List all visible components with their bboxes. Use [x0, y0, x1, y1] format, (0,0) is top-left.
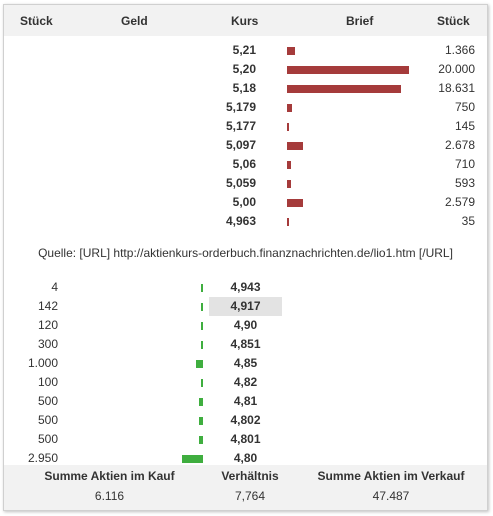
bid-volume-bar — [201, 303, 203, 311]
bid-price: 4,851 — [230, 337, 261, 351]
ask-qty: 18.631 — [438, 81, 475, 95]
bid-volume-bar — [201, 322, 203, 330]
bid-row: 300 4,851 — [4, 335, 487, 354]
ask-row: 5,179 750 — [4, 98, 487, 117]
header-qty-left: Stück — [20, 14, 53, 28]
ask-row: 5,097 2.678 — [4, 136, 487, 155]
bid-qty: 1.000 — [27, 356, 58, 370]
bid-qty: 120 — [37, 318, 58, 332]
ask-price: 5,06 — [232, 157, 256, 171]
bid-volume-bar — [182, 455, 203, 463]
ask-price: 5,097 — [225, 138, 256, 152]
bid-volume-bar — [201, 284, 203, 292]
ask-price: 5,20 — [232, 62, 256, 76]
ask-price: 5,059 — [225, 176, 256, 190]
ask-row: 5,20 20.000 — [4, 60, 487, 79]
bid-price: 4,81 — [233, 394, 258, 408]
header-price: Kurs — [231, 14, 259, 28]
sell-sum-label: Summe Aktien im Verkauf — [317, 469, 465, 483]
bid-volume-bar — [196, 360, 203, 368]
ask-volume-bar — [287, 123, 289, 131]
bid-volume-bar — [201, 341, 203, 349]
ask-row: 5,177 145 — [4, 117, 487, 136]
ask-qty: 2.678 — [444, 138, 475, 152]
bid-row: 142 4,917 — [4, 297, 487, 316]
bid-qty: 2.950 — [27, 451, 58, 465]
ask-volume-bar — [287, 66, 409, 74]
bid-price: 4,90 — [233, 318, 258, 332]
bid-qty: 142 — [37, 299, 58, 313]
ask-qty: 20.000 — [438, 62, 475, 76]
ask-qty: 710 — [454, 157, 475, 171]
orderbook-panel: Stück Geld Kurs Brief Stück 5,21 1.366 5,2… — [3, 4, 488, 511]
ask-price: 5,18 — [232, 81, 256, 95]
ratio-value: 7,764 — [234, 489, 266, 503]
bid-price: 4,801 — [230, 432, 261, 446]
ask-volume-bar — [287, 85, 401, 93]
ask-volume-bar — [287, 142, 303, 150]
ask-price: 5,177 — [225, 119, 256, 133]
bid-row: 2.950 4,80 — [4, 449, 487, 468]
ask-row: 4,963 35 — [4, 212, 487, 231]
bid-row: 120 4,90 — [4, 316, 487, 335]
ask-volume-bar — [287, 161, 291, 169]
ask-qty: 35 — [461, 214, 475, 228]
ask-price: 5,179 — [225, 100, 256, 114]
bid-qty: 500 — [37, 432, 58, 446]
ask-volume-bar — [287, 218, 289, 226]
bid-row: 4 4,943 — [4, 278, 487, 297]
bid-row: 500 4,81 — [4, 392, 487, 411]
header-qty-right: Stück — [437, 14, 470, 28]
bid-volume-bar — [199, 417, 203, 425]
bid-price: 4,802 — [230, 413, 261, 427]
summary-footer: Summe Aktien im Kauf 6.116 Verhältnis 7,… — [4, 465, 487, 510]
bid-row: 1.000 4,85 — [4, 354, 487, 373]
ask-row: 5,21 1.366 — [4, 41, 487, 60]
bid-price: 4,85 — [233, 356, 258, 370]
header-ask: Brief — [346, 14, 374, 28]
source-note: Quelle: [URL] http://aktienkurs-orderbuc… — [38, 246, 453, 260]
bid-row: 500 4,801 — [4, 430, 487, 449]
ask-row: 5,18 18.631 — [4, 79, 487, 98]
bid-volume-bar — [199, 398, 203, 406]
bid-qty: 100 — [37, 375, 58, 389]
bid-row: 100 4,82 — [4, 373, 487, 392]
buy-sum-value: 6.116 — [94, 489, 125, 503]
buy-sum-label: Summe Aktien im Kauf — [44, 469, 175, 483]
ratio-label: Verhältnis — [221, 469, 279, 483]
ask-volume-bar — [287, 180, 291, 188]
ask-qty: 1.366 — [444, 43, 475, 57]
ask-price: 5,00 — [232, 195, 256, 209]
bid-volume-bar — [201, 379, 203, 387]
bid-row: 500 4,802 — [4, 411, 487, 430]
bid-qty: 4 — [51, 280, 58, 294]
ask-price: 5,21 — [232, 43, 256, 57]
sell-sum-value: 47.487 — [372, 489, 410, 503]
ask-qty: 2.579 — [444, 195, 475, 209]
header-bid: Geld — [121, 14, 148, 28]
bid-volume-bar — [199, 436, 203, 444]
bid-price: 4,80 — [233, 451, 258, 465]
ask-price: 4,963 — [225, 214, 256, 228]
ask-volume-bar — [287, 199, 303, 207]
ask-row: 5,06 710 — [4, 155, 487, 174]
bid-qty: 500 — [37, 394, 58, 408]
bid-qty: 500 — [37, 413, 58, 427]
ask-qty: 750 — [454, 100, 475, 114]
bid-qty: 300 — [37, 337, 58, 351]
ask-row: 5,00 2.579 — [4, 193, 487, 212]
ask-volume-bar — [287, 104, 292, 112]
bid-price: 4,82 — [233, 375, 258, 389]
ask-volume-bar — [287, 47, 295, 55]
ask-qty: 145 — [454, 119, 475, 133]
bid-price: 4,943 — [230, 280, 261, 294]
ask-qty: 593 — [454, 176, 475, 190]
ask-row: 5,059 593 — [4, 174, 487, 193]
table-header: Stück Geld Kurs Brief Stück — [4, 5, 487, 36]
bid-price: 4,917 — [209, 297, 282, 316]
